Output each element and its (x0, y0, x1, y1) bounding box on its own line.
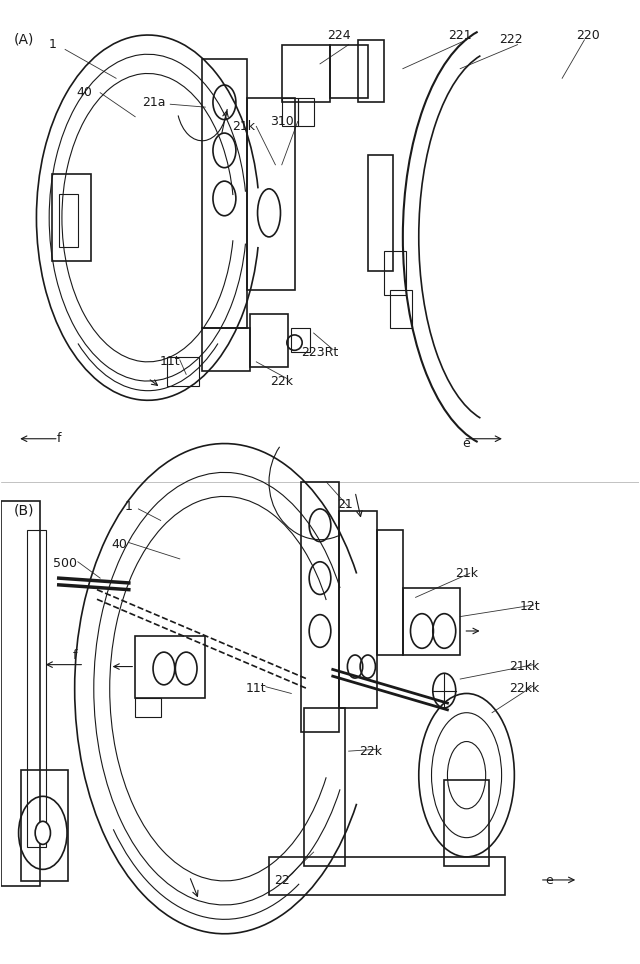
Bar (246, 97, 294, 290)
Text: 22k: 22k (270, 375, 293, 388)
Text: 220: 220 (576, 29, 600, 41)
Bar (282, 44, 330, 102)
Text: e: e (545, 874, 553, 888)
Bar (301, 482, 339, 732)
Bar (403, 588, 460, 655)
Circle shape (35, 821, 51, 844)
Text: 21: 21 (338, 497, 353, 511)
Bar (444, 780, 489, 867)
Text: f: f (56, 432, 61, 445)
Text: 21a: 21a (143, 95, 166, 109)
Text: 221: 221 (449, 29, 472, 41)
Bar (135, 698, 161, 717)
Bar (59, 194, 78, 247)
Bar (202, 328, 250, 371)
Text: 1: 1 (125, 499, 132, 513)
Bar (269, 857, 505, 896)
Text: 21kk: 21kk (509, 660, 539, 673)
Bar (330, 44, 368, 97)
Text: 21k: 21k (232, 120, 255, 133)
Bar (27, 530, 46, 847)
Bar (378, 530, 403, 655)
Bar (250, 314, 288, 366)
Bar (368, 155, 394, 271)
Bar (291, 328, 310, 352)
Text: 224: 224 (327, 29, 351, 41)
Bar (20, 770, 68, 881)
Text: 11t: 11t (246, 683, 267, 695)
Bar (167, 357, 199, 386)
Text: 222: 222 (499, 34, 523, 46)
Bar (298, 97, 314, 126)
Bar (384, 252, 406, 295)
Text: 40: 40 (111, 538, 127, 551)
Bar (52, 174, 91, 261)
Bar (390, 290, 412, 328)
Bar (202, 59, 246, 328)
Bar (1, 501, 40, 886)
Text: 1: 1 (49, 39, 56, 51)
Text: 22: 22 (274, 874, 290, 888)
Text: 22kk: 22kk (509, 683, 539, 695)
Text: 223Rt: 223Rt (301, 346, 339, 359)
Bar (358, 40, 384, 102)
Text: 11t: 11t (160, 356, 180, 368)
Text: 22k: 22k (360, 744, 383, 758)
Bar (135, 636, 205, 698)
Bar (282, 97, 298, 126)
Text: 12t: 12t (520, 601, 541, 613)
Text: f: f (72, 649, 77, 661)
Text: e: e (463, 437, 470, 450)
Bar (339, 511, 378, 708)
Text: 40: 40 (76, 86, 92, 99)
Text: (A): (A) (14, 33, 35, 47)
Text: (B): (B) (14, 504, 35, 518)
Text: 21k: 21k (455, 567, 478, 579)
Bar (304, 708, 346, 867)
Text: 310: 310 (270, 115, 294, 128)
Text: 500: 500 (53, 557, 77, 570)
